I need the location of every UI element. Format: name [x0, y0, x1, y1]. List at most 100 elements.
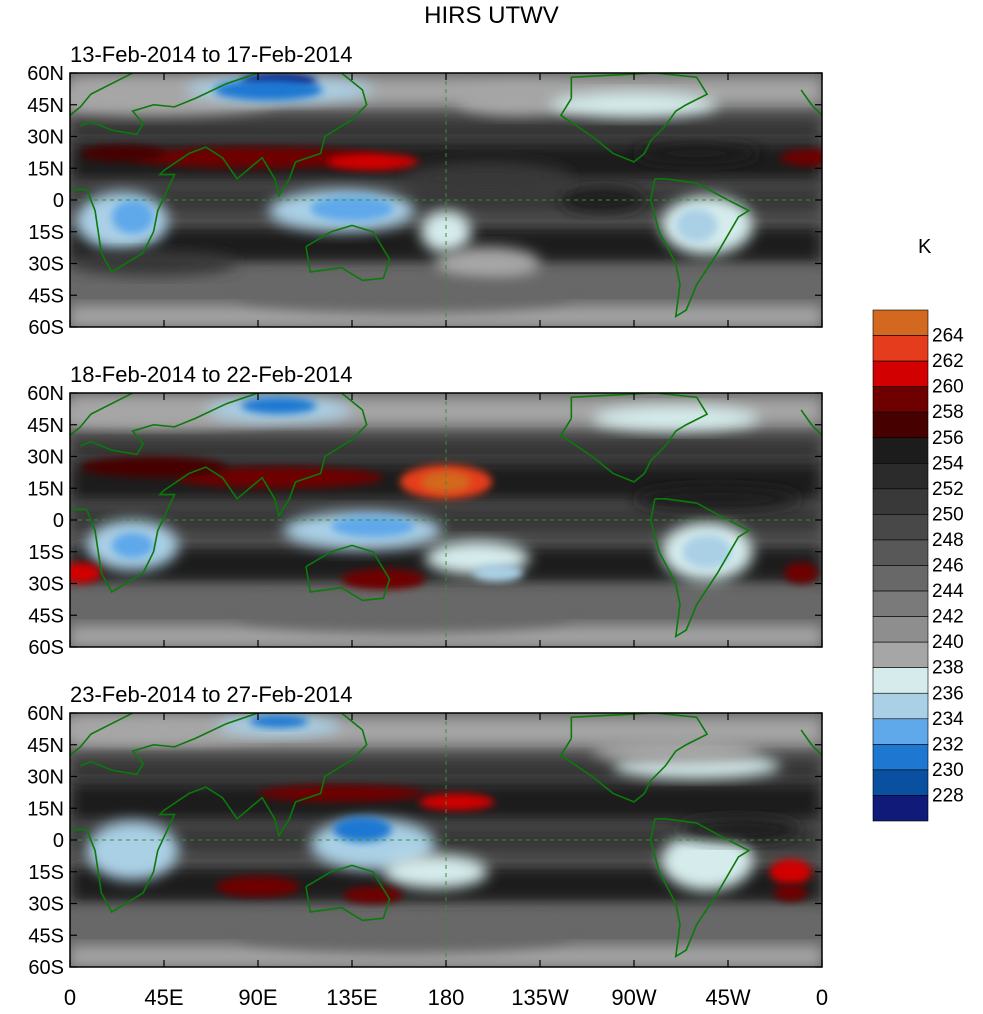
colorbar-swatch: [872, 692, 929, 720]
lat-tick-label: 30S: [28, 254, 64, 276]
coastline: [70, 393, 134, 436]
colorbar-swatch: [872, 795, 929, 822]
lat-tick-label: 30N: [27, 447, 64, 469]
lon-tick-label: 0: [64, 985, 76, 1010]
colorbar-swatch: [872, 488, 929, 515]
field-feature: [661, 831, 754, 891]
map-panel-2: [70, 393, 822, 647]
lon-tick-label: 90W: [611, 985, 656, 1010]
colorbar-swatch: [872, 769, 929, 796]
colorbar-label: 252: [932, 479, 964, 500]
lon-tick-label: 45E: [144, 985, 183, 1010]
panel-frame-1: 60N 45N 30N 15N 0 15S 30S 45S 60S: [27, 63, 823, 339]
field-feature: [404, 161, 572, 196]
coastline: [70, 73, 134, 116]
colorbar-swatch: [872, 718, 929, 745]
lat-tick-label: 15N: [27, 478, 64, 500]
lat-tick-label: 45N: [27, 735, 64, 757]
colorbar-swatch: [872, 590, 929, 617]
lat-tick-label: 0: [53, 190, 64, 212]
field-feature: [784, 562, 818, 584]
field-feature: [237, 918, 572, 953]
field-feature: [773, 884, 808, 902]
field-feature: [86, 820, 179, 881]
lat-tick-label: 30S: [28, 574, 64, 596]
field-feature: [331, 515, 415, 537]
lat-tick-label: 60N: [27, 703, 64, 725]
colorbar-label: 248: [932, 530, 964, 551]
colorbar-label: 264: [932, 326, 964, 347]
colorbar-label: 236: [932, 683, 964, 704]
lon-tick-label: 45W: [705, 985, 750, 1010]
colorbar-label: 244: [932, 581, 964, 602]
field-feature: [435, 246, 540, 281]
field-feature: [473, 564, 524, 582]
lat-tick-label: 15S: [28, 862, 64, 884]
coastline: [70, 713, 134, 756]
field-feature: [70, 250, 238, 277]
colorbar-swatch: [872, 437, 929, 464]
colorbar-label: 260: [932, 377, 964, 398]
colorbar-label: 230: [932, 760, 964, 781]
figure-title: HIRS UTWV: [424, 2, 559, 29]
lat-tick-label: 30N: [27, 127, 64, 149]
lat-tick-label: 15N: [27, 798, 64, 820]
lat-tick-label: 45S: [28, 605, 64, 627]
lat-tick-label: 15S: [28, 222, 64, 244]
field-feature: [592, 405, 760, 432]
field-feature: [780, 149, 822, 167]
colorbar-label: 246: [932, 556, 964, 577]
colorbar-label: 254: [932, 453, 964, 474]
lat-tick-label: 60S: [28, 637, 64, 659]
colorbar-swatch: [872, 335, 929, 362]
lat-tick-label: 15S: [28, 542, 64, 564]
colorbar: 264 262 260 258 256 254 252 250 248 246 244 242 240 2…: [872, 309, 964, 822]
colorbar-swatch: [872, 667, 929, 694]
lat-tick-label: 60N: [27, 63, 64, 85]
lat-tick-label: 15N: [27, 158, 64, 180]
lat-tick-label: 60N: [27, 383, 64, 405]
colorbar-swatch: [872, 744, 929, 771]
colorbar-label: 238: [932, 658, 964, 679]
field-feature: [237, 278, 572, 313]
field-feature: [420, 210, 472, 253]
colorbar-label: 256: [932, 428, 964, 449]
coastline: [800, 729, 822, 756]
lon-tick-label: 135W: [511, 985, 569, 1010]
colorbar-swatch: [872, 565, 929, 592]
lon-tick-label: 0: [816, 985, 828, 1010]
field-feature: [769, 859, 812, 885]
lat-tick-label: 30N: [27, 767, 64, 789]
colorbar-label: 228: [932, 785, 964, 806]
colorbar-swatch: [872, 539, 929, 566]
coastline: [305, 224, 391, 282]
coastline: [559, 393, 709, 483]
field-feature: [418, 793, 495, 811]
field-feature: [258, 784, 426, 802]
lat-tick-label: 30S: [28, 894, 64, 916]
lat-tick-label: 0: [53, 510, 64, 532]
field-feature: [310, 195, 394, 222]
colorbar-label: 250: [932, 504, 964, 525]
lat-tick-label: 45N: [27, 415, 64, 437]
field-feature: [550, 92, 718, 118]
field-feature: [333, 816, 392, 843]
colorbar-unit: K: [918, 236, 932, 258]
lat-tick-label: 60S: [28, 957, 64, 979]
colorbar-swatch: [872, 616, 929, 643]
field-feature: [80, 144, 164, 162]
lon-tick-label: 90E: [238, 985, 277, 1010]
lat-tick-label: 45S: [28, 925, 64, 947]
coastline: [305, 544, 391, 602]
field-feature: [341, 568, 426, 590]
colorbar-label: 240: [932, 632, 964, 653]
colorbar-label: 242: [932, 607, 964, 628]
field-feature: [682, 534, 733, 569]
coastline: [649, 178, 751, 318]
colorbar-swatch: [872, 411, 929, 439]
lat-tick-label: 45S: [28, 285, 64, 307]
field-band: [70, 115, 822, 141]
lon-tick-label: 180: [428, 985, 465, 1010]
